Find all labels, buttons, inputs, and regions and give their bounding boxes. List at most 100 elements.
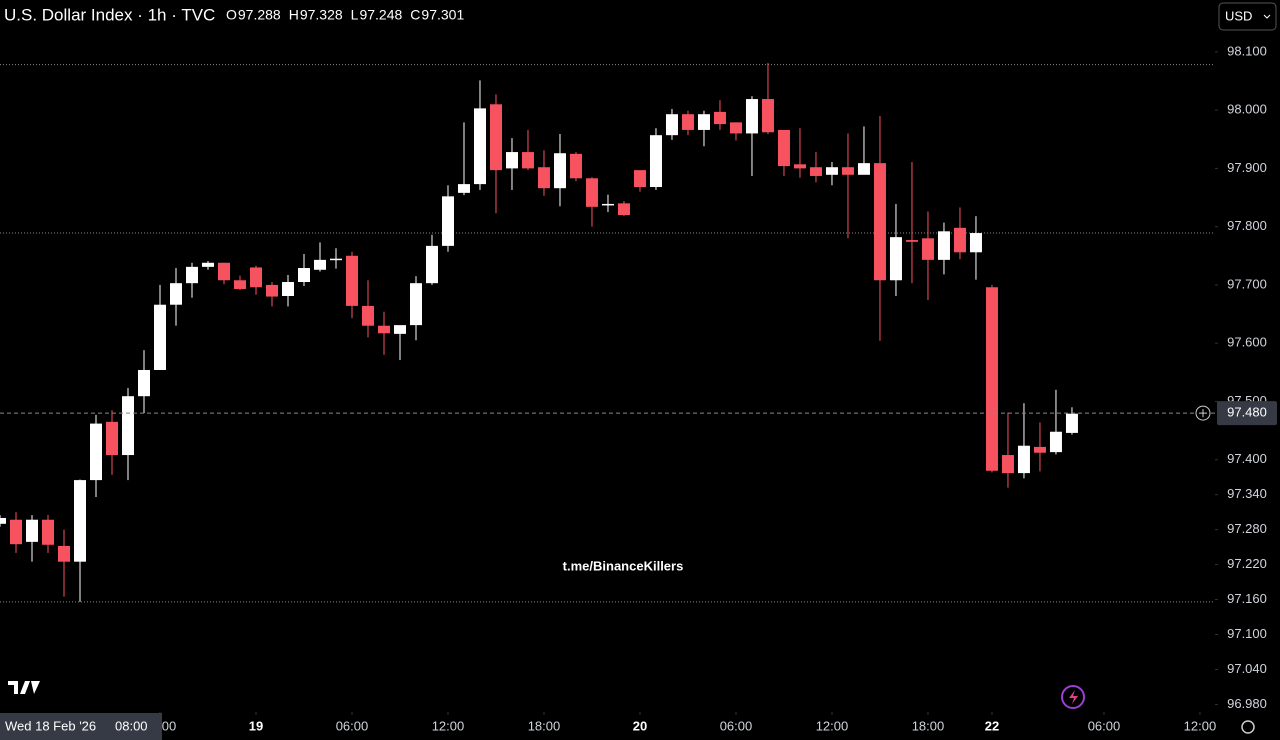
candle-body	[441, 196, 454, 246]
dropdown-arrow	[1263, 14, 1271, 19]
candle-body	[233, 280, 246, 289]
ohlc-key: H	[289, 7, 299, 23]
candle-body	[121, 396, 134, 456]
candle-body	[329, 258, 342, 261]
x-tick-label: 18:00	[528, 718, 561, 733]
candle-body	[1033, 446, 1046, 453]
candle-body	[89, 423, 102, 481]
candle-body	[409, 283, 422, 326]
candle-body	[137, 369, 150, 397]
candle-body	[0, 517, 6, 524]
currency[interactable]: USD	[1225, 8, 1252, 23]
candle-body	[697, 114, 710, 130]
x-tick-label: 19	[249, 718, 263, 733]
candle-body	[1001, 455, 1014, 474]
crosshair-box	[0, 713, 162, 740]
candle-body	[601, 203, 614, 206]
candle-body	[153, 304, 166, 370]
candle-body	[937, 231, 950, 260]
candle-body	[537, 167, 550, 189]
candle-body	[185, 266, 198, 284]
candle-body	[745, 99, 758, 134]
ohlc-legend: O 97.288 H 97.328 L 97.248 C 97.301	[226, 7, 464, 23]
candle-body	[521, 152, 534, 169]
ohlc-value: 97.288	[238, 7, 281, 23]
watermark: t.me/BinanceKillers	[563, 558, 684, 573]
candle-body	[585, 178, 598, 207]
y-tick-label: 97.040	[1227, 661, 1267, 676]
ohlc-value: 97.301	[421, 7, 464, 23]
y-tick-label: 97.400	[1227, 451, 1267, 466]
y-tick-label: 97.220	[1227, 556, 1267, 571]
candle-body	[489, 104, 502, 171]
candle-body	[809, 167, 822, 176]
candle-body	[777, 129, 790, 167]
candle-body	[873, 163, 886, 281]
candle-body	[73, 480, 86, 562]
x-tick-label: 18:00	[912, 718, 945, 733]
candle-body	[425, 245, 438, 284]
crosshair-date: Wed 18 Feb '26	[5, 718, 96, 733]
price-box	[1217, 401, 1277, 426]
candle-body	[169, 283, 182, 305]
y-tick-label: 98.100	[1227, 43, 1267, 58]
candle-body	[649, 135, 662, 188]
candle-body	[793, 164, 806, 169]
candle-body	[281, 282, 294, 296]
y-tick-label: 97.600	[1227, 335, 1267, 350]
candle-body	[313, 259, 326, 270]
candle-body	[569, 153, 582, 179]
candle-body	[857, 163, 870, 175]
candle-body	[729, 122, 742, 134]
candle-body	[473, 108, 486, 185]
y-tick-label: 97.160	[1227, 591, 1267, 606]
candle-body	[921, 238, 934, 260]
x-tick-label: 12:00	[1184, 718, 1217, 733]
y-tick-label: 97.340	[1227, 486, 1267, 501]
ohlc-key: C	[410, 7, 420, 23]
candle-body	[345, 255, 358, 306]
candle-body	[249, 267, 262, 288]
candle-body	[825, 167, 838, 175]
candle-body	[57, 545, 70, 562]
settings-icon[interactable]	[1241, 720, 1255, 734]
x-tick-label: 22	[985, 718, 999, 733]
ohlc-key: L	[351, 7, 359, 23]
currency-select[interactable]	[1218, 2, 1277, 31]
candle-body	[1049, 431, 1062, 453]
x-tick-label: 06:00	[720, 718, 753, 733]
y-tick-label: 97.800	[1227, 218, 1267, 233]
y-tick-label: 97.100	[1227, 626, 1267, 641]
candle-body	[985, 287, 998, 471]
candle-body	[201, 262, 214, 267]
candle-body	[217, 262, 230, 281]
y-tick-label: 97.280	[1227, 521, 1267, 536]
candle-body	[9, 519, 22, 545]
alert-icon[interactable]	[1061, 685, 1085, 709]
candle-body	[297, 268, 310, 283]
candle-body	[905, 240, 918, 242]
x-tick-label: 06:00	[1088, 718, 1121, 733]
candle-body	[681, 114, 694, 130]
y-tick-label: 97.900	[1227, 160, 1267, 175]
candle-body	[761, 99, 774, 133]
candle-body	[41, 519, 54, 545]
y-tick-label: 97.700	[1227, 276, 1267, 291]
ohlc-value: 97.328	[300, 7, 343, 23]
candle-body	[1017, 445, 1030, 474]
x-tick-label: 12:00	[816, 718, 849, 733]
x-tick-label: 12:00	[432, 718, 465, 733]
ohlc-value: 97.248	[359, 7, 402, 23]
ohlc-key: O	[226, 7, 237, 23]
candle-body	[953, 227, 966, 253]
symbol: U.S. Dollar Index · 1h · TVC	[4, 5, 215, 24]
candle-body	[265, 284, 278, 297]
candle-body	[969, 233, 982, 253]
plus	[1199, 409, 1207, 418]
price-label: 97.480	[1227, 405, 1267, 420]
candle-body	[1065, 413, 1078, 433]
candle-body	[617, 203, 630, 215]
candle-body	[361, 305, 374, 326]
